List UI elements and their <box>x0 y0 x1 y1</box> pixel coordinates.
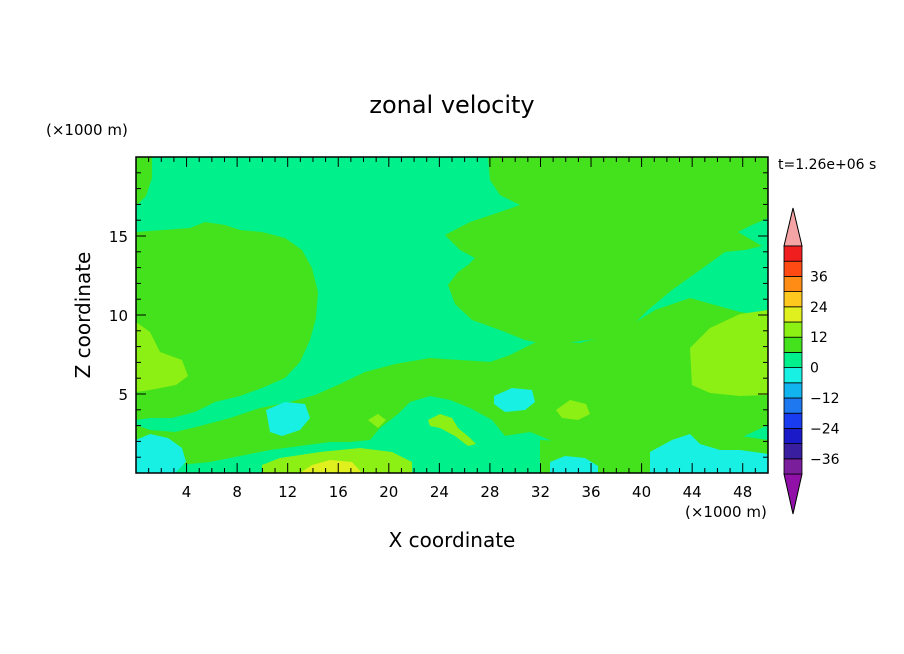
x-tick-label: 12 <box>278 483 297 501</box>
region-patch-near-36 <box>556 400 590 420</box>
colorbar-swatch <box>783 306 803 323</box>
y-unit-label: (×1000 m) <box>46 121 128 139</box>
region-bottom-mid-cyan <box>550 456 598 473</box>
colorbar-swatch <box>783 321 803 338</box>
x-tick-label: 20 <box>379 483 398 501</box>
colorbar-over-triangle <box>783 207 803 247</box>
region-bottom-patch <box>262 448 412 473</box>
axes-ticks <box>136 157 768 473</box>
colorbar-label: −36 <box>810 452 840 468</box>
region-bottom-left-cyan <box>136 434 186 473</box>
colorbar-label: −12 <box>810 391 840 407</box>
chart-title: zonal velocity <box>369 91 534 119</box>
region-upper-right <box>445 157 768 343</box>
x-tick-label: 44 <box>683 483 702 501</box>
region-bottom-core <box>300 460 362 473</box>
y-axis-label: Z coordinate <box>71 252 95 379</box>
x-tick-label: 24 <box>430 483 449 501</box>
region-left-top-strip <box>136 157 152 206</box>
colorbar-swatch <box>783 367 803 384</box>
x-tick-label: 48 <box>733 483 752 501</box>
y-tick-labels: 5 10 15 <box>109 228 128 404</box>
region-patch-near-24 <box>428 414 476 446</box>
x-tick-label: 8 <box>232 483 242 501</box>
region-patch-near-29 <box>494 388 535 412</box>
colorbar-under-triangle <box>783 473 803 515</box>
colorbar-label: 12 <box>810 330 828 346</box>
region-bottom-right-cyan <box>650 434 768 473</box>
colorbar-swatch <box>783 412 803 429</box>
colorbar-label: 0 <box>810 361 819 377</box>
colorbar-swatch <box>783 443 803 460</box>
x-tick-label: 36 <box>581 483 600 501</box>
colorbar-swatch <box>783 275 803 292</box>
colorbar-swatch <box>783 351 803 368</box>
y-tick-label: 5 <box>118 386 128 404</box>
time-label: t=1.26e+06 s <box>778 157 876 173</box>
colorbar-swatch <box>783 458 803 475</box>
colorbar-swatch <box>783 397 803 414</box>
colorbar-swatch <box>783 336 803 353</box>
plot-area <box>136 157 768 473</box>
colorbar-swatch <box>783 260 803 277</box>
region-patch-near-20 <box>368 414 386 428</box>
region-patch-near-12 <box>266 402 310 436</box>
colorbar-label: −24 <box>810 421 840 437</box>
x-axis-label: X coordinate <box>389 528 516 552</box>
region-left-edge-patch <box>136 322 188 392</box>
colorbar-swatch <box>783 382 803 399</box>
x-tick-label: 28 <box>480 483 499 501</box>
x-tick-label: 16 <box>329 483 348 501</box>
region-right-edge-patch <box>690 310 768 396</box>
colorbar-swatch <box>783 245 803 262</box>
y-tick-label: 10 <box>109 307 128 325</box>
colorbar-swatch <box>783 427 803 444</box>
x-tick-label: 40 <box>632 483 651 501</box>
x-tick-label: 4 <box>182 483 192 501</box>
colorbar-label: 36 <box>810 269 828 285</box>
y-tick-label: 15 <box>109 228 128 246</box>
colorbar-label: 24 <box>810 300 828 316</box>
x-tick-labels: 4 8 12 16 20 24 28 32 36 40 44 48 <box>182 483 752 501</box>
colorbar: 36 24 12 0 −12 −24 −36 <box>783 207 840 515</box>
x-tick-label: 32 <box>531 483 550 501</box>
colorbar-swatch <box>783 291 803 308</box>
x-unit-label: (×1000 m) <box>685 503 767 521</box>
